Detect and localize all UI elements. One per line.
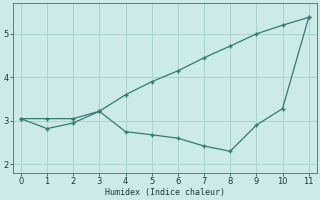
X-axis label: Humidex (Indice chaleur): Humidex (Indice chaleur): [105, 188, 225, 197]
